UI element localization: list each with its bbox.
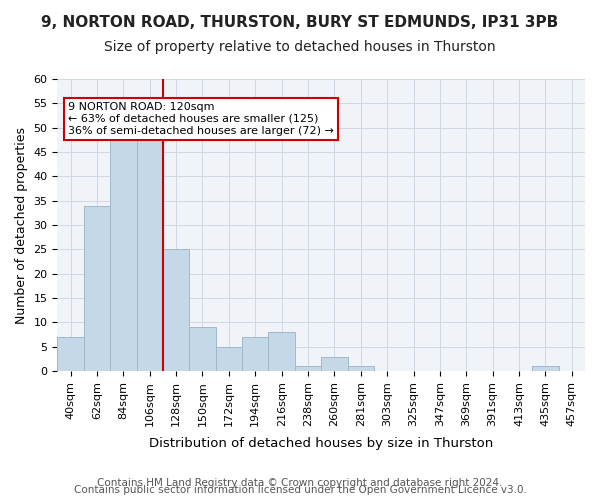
Bar [58, 337, 84, 371]
Text: Contains HM Land Registry data © Crown copyright and database right 2024.: Contains HM Land Registry data © Crown c… [97, 478, 503, 488]
Bar [137, 132, 163, 371]
Bar [242, 337, 268, 371]
Bar [347, 366, 374, 371]
Text: 9, NORTON ROAD, THURSTON, BURY ST EDMUNDS, IP31 3PB: 9, NORTON ROAD, THURSTON, BURY ST EDMUND… [41, 15, 559, 30]
Bar [84, 206, 110, 371]
Bar [295, 366, 321, 371]
Bar [190, 328, 215, 371]
Bar [110, 132, 137, 371]
Bar [215, 347, 242, 371]
Bar [532, 366, 559, 371]
Text: 9 NORTON ROAD: 120sqm
← 63% of detached houses are smaller (125)
36% of semi-det: 9 NORTON ROAD: 120sqm ← 63% of detached … [68, 102, 334, 136]
Bar [163, 250, 190, 371]
Bar [268, 332, 295, 371]
Y-axis label: Number of detached properties: Number of detached properties [15, 126, 28, 324]
Text: Size of property relative to detached houses in Thurston: Size of property relative to detached ho… [104, 40, 496, 54]
X-axis label: Distribution of detached houses by size in Thurston: Distribution of detached houses by size … [149, 437, 493, 450]
Bar [321, 356, 347, 371]
Text: Contains public sector information licensed under the Open Government Licence v3: Contains public sector information licen… [74, 485, 526, 495]
